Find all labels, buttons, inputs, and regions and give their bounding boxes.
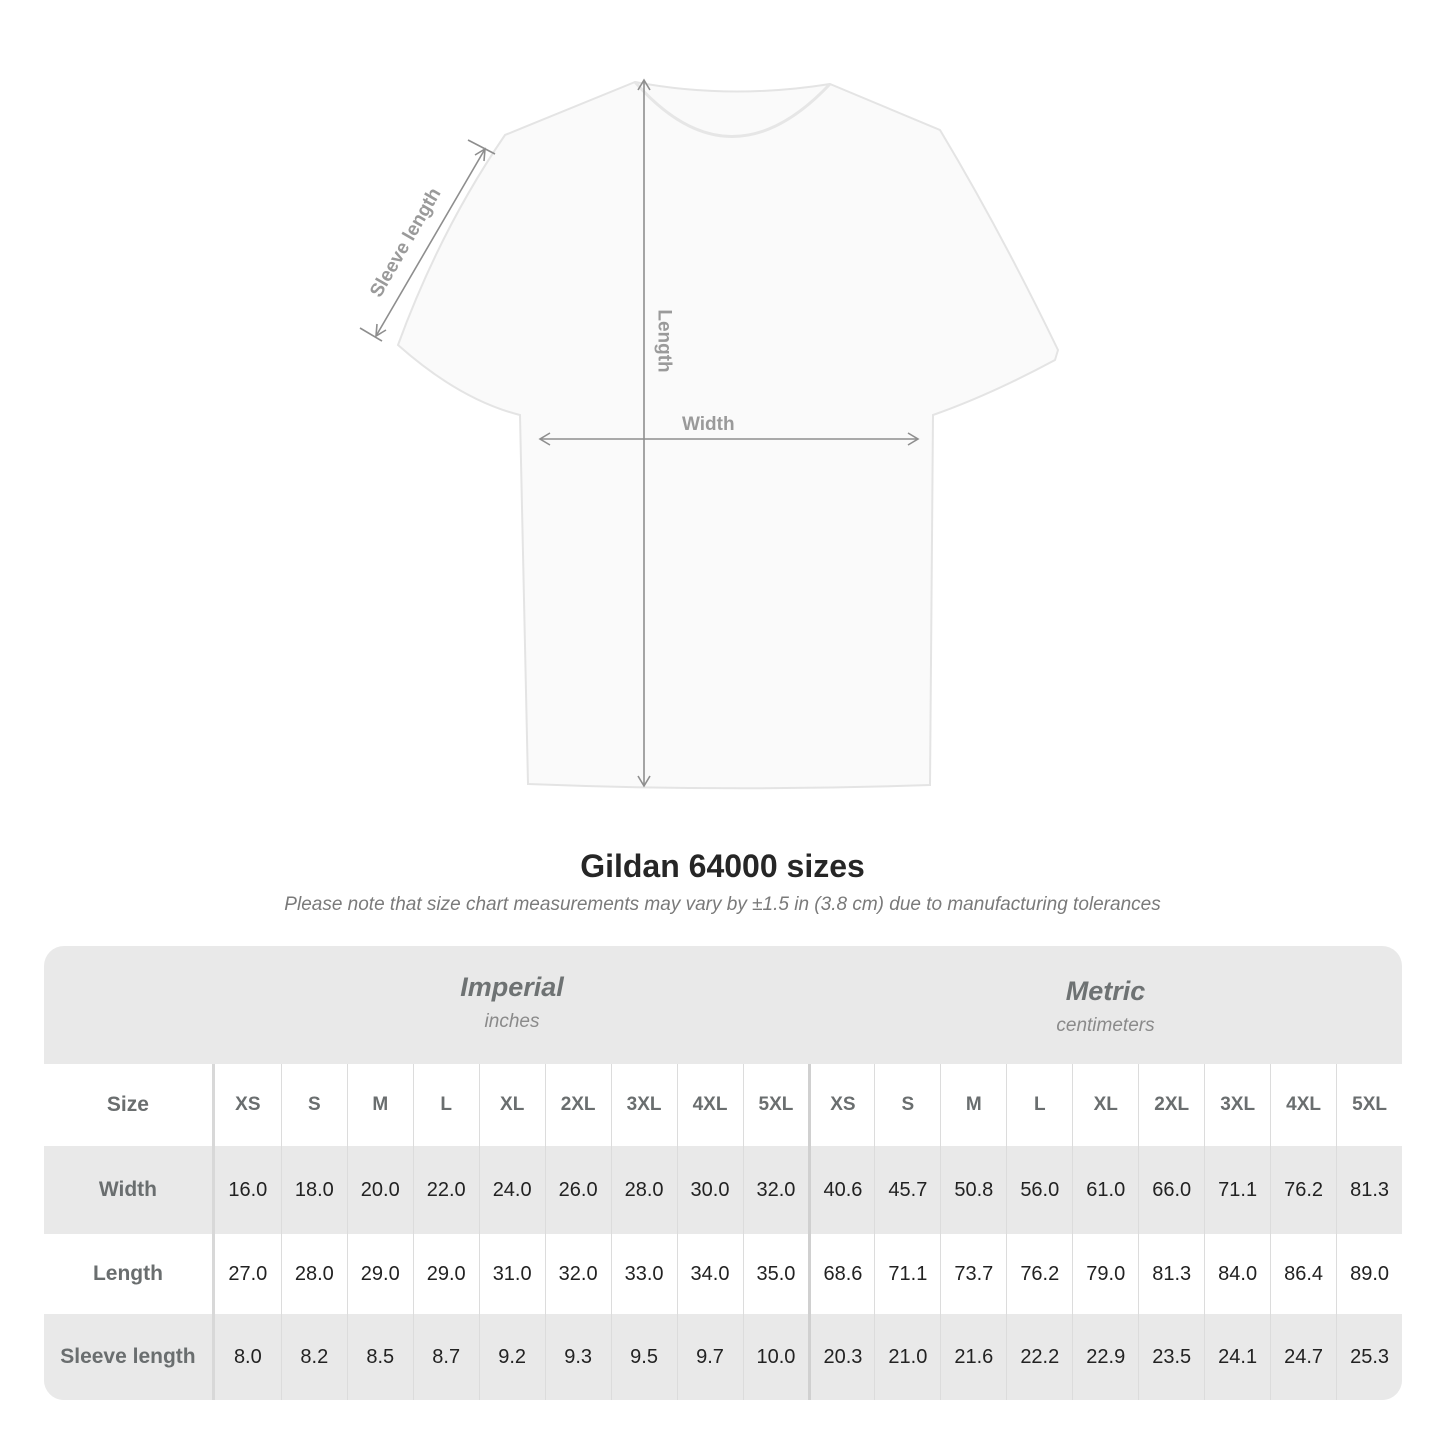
imperial-value-cell: 28.0 — [280, 1234, 347, 1314]
imperial-unit: inches — [484, 1011, 540, 1032]
metric-value-cell: 76.2 — [1006, 1234, 1072, 1314]
imperial-value-cell: 22.0 — [412, 1146, 479, 1234]
row-label: Size — [44, 1064, 215, 1146]
width-label: Width — [682, 414, 735, 435]
metric-value-cell: 61.0 — [1072, 1146, 1138, 1234]
metric-value-cell: 71.1 — [874, 1234, 940, 1314]
size-header-cell: S — [874, 1064, 940, 1146]
imperial-value-cell: 16.0 — [228, 1178, 268, 1201]
imperial-value-cell: 9.3 — [544, 1314, 611, 1400]
size-header-cell: M — [346, 1064, 413, 1146]
table-row: Sleeve length 8.0 8.2 8.5 8.7 9.2 9.3 9.5 9.7 10.… — [44, 1314, 1402, 1400]
metric-value-cell: 66.0 — [1138, 1146, 1204, 1234]
size-header-cell: L — [1006, 1064, 1072, 1146]
imperial-value-cell: 9.7 — [676, 1314, 743, 1400]
metric-value-cell: 24.7 — [1270, 1314, 1336, 1400]
size-header-cell: 4XL — [676, 1064, 743, 1146]
metric-value-cell: 89.0 — [1336, 1234, 1402, 1314]
size-header-cell: 4XL — [1270, 1064, 1336, 1146]
metric-title: Metric — [1065, 976, 1146, 1006]
metric-value-cell: 21.6 — [940, 1314, 1006, 1400]
imperial-value-cell: 8.2 — [280, 1314, 347, 1400]
size-header-cell: S — [280, 1064, 347, 1146]
size-header-cell: XL — [478, 1064, 545, 1146]
metric-value-cell: 79.0 — [1072, 1234, 1138, 1314]
imperial-value-cell: 31.0 — [478, 1234, 545, 1314]
imperial-value-cell: 32.0 — [544, 1234, 611, 1314]
metric-value-cell: 68.6 — [808, 1234, 874, 1314]
imperial-value-cell: 35.0 — [742, 1234, 809, 1314]
size-header-cell: M — [940, 1064, 1006, 1146]
size-table: Imperial inches Metric centimeters Size X… — [44, 946, 1402, 1400]
imperial-value-cell: 18.0 — [280, 1146, 347, 1234]
size-header-cell: 3XL — [610, 1064, 677, 1146]
size-header-cell: 2XL — [1138, 1064, 1204, 1146]
metric-value-cell: 22.2 — [1006, 1314, 1072, 1400]
metric-value-cell: 24.1 — [1204, 1314, 1270, 1400]
imperial-value-cell: 9.5 — [610, 1314, 677, 1400]
metric-header: Metric centimeters — [809, 946, 1402, 1064]
imperial-value-cell: 27.0 — [228, 1262, 268, 1285]
size-header-cell: 3XL — [1204, 1064, 1270, 1146]
size-header-cell: XS — [235, 1094, 261, 1115]
metric-value-cell: 56.0 — [1006, 1146, 1072, 1234]
metric-value-cell: 73.7 — [940, 1234, 1006, 1314]
size-header-row: Size XS S M L XL 2XL 3XL 4XL 5XL XS S M L XL 2XL 3XL 4XL 5… — [44, 1064, 1402, 1146]
imperial-value-cell: 24.0 — [478, 1146, 545, 1234]
metric-value-cell: 21.0 — [874, 1314, 940, 1400]
size-header-cell: XL — [1072, 1064, 1138, 1146]
metric-value-cell: 76.2 — [1270, 1146, 1336, 1234]
length-label: Length — [653, 309, 675, 373]
size-header-cell: XS — [808, 1064, 874, 1146]
measure-arrows — [359, 78, 920, 788]
imperial-value-cell: 29.0 — [346, 1234, 413, 1314]
metric-value-cell: 84.0 — [1204, 1234, 1270, 1314]
size-header-cell: 2XL — [544, 1064, 611, 1146]
imperial-value-cell: 10.0 — [742, 1314, 809, 1400]
metric-value-cell: 81.3 — [1336, 1146, 1402, 1234]
metric-value-cell: 50.8 — [940, 1146, 1006, 1234]
metric-value-cell: 20.3 — [808, 1314, 874, 1400]
imperial-value-cell: 33.0 — [610, 1234, 677, 1314]
row-label: Sleeve length — [44, 1314, 215, 1400]
tshirt-diagram — [359, 78, 1060, 790]
imperial-value-cell: 26.0 — [544, 1146, 611, 1234]
imperial-value-cell: 20.0 — [346, 1146, 413, 1234]
metric-value-cell: 81.3 — [1138, 1234, 1204, 1314]
metric-value-cell: 23.5 — [1138, 1314, 1204, 1400]
imperial-value-cell: 8.5 — [346, 1314, 413, 1400]
tshirt-collar — [633, 81, 832, 138]
table-row: Length 27.0 28.0 29.0 29.0 31.0 32.0 33.0 34.0 35… — [44, 1234, 1402, 1314]
imperial-value-cell: 28.0 — [610, 1146, 677, 1234]
imperial-value-cell: 32.0 — [742, 1146, 809, 1234]
imperial-value-cell: 29.0 — [412, 1234, 479, 1314]
imperial-header: Imperial inches — [215, 946, 809, 1064]
metric-value-cell: 40.6 — [808, 1146, 874, 1234]
imperial-title: Imperial — [460, 972, 564, 1002]
imperial-value-cell: 30.0 — [676, 1146, 743, 1234]
imperial-value-cell: 34.0 — [676, 1234, 743, 1314]
metric-unit: centimeters — [1056, 1015, 1155, 1036]
metric-value-cell: 25.3 — [1336, 1314, 1402, 1400]
size-header-cell: 5XL — [742, 1064, 809, 1146]
size-header-cell: L — [412, 1064, 479, 1146]
tshirt-outline — [396, 80, 1060, 790]
metric-value-cell: 71.1 — [1204, 1146, 1270, 1234]
row-label: Length — [44, 1234, 215, 1314]
metric-value-cell: 86.4 — [1270, 1234, 1336, 1314]
metric-value-cell: 45.7 — [874, 1146, 940, 1234]
metric-value-cell: 22.9 — [1072, 1314, 1138, 1400]
imperial-value-cell: 8.0 — [233, 1345, 262, 1368]
row-label: Width — [44, 1146, 215, 1234]
tolerance-note: Please note that size chart measurements… — [284, 894, 1161, 915]
imperial-value-cell: 8.7 — [412, 1314, 479, 1400]
page-title: Gildan 64000 sizes — [580, 848, 865, 884]
sleeve-arrow — [375, 148, 486, 337]
imperial-value-cell: 9.2 — [478, 1314, 545, 1400]
size-header-cell: 5XL — [1336, 1064, 1402, 1146]
table-row: Width 16.0 18.0 20.0 22.0 24.0 26.0 28.0 30.0 32.… — [44, 1146, 1402, 1234]
